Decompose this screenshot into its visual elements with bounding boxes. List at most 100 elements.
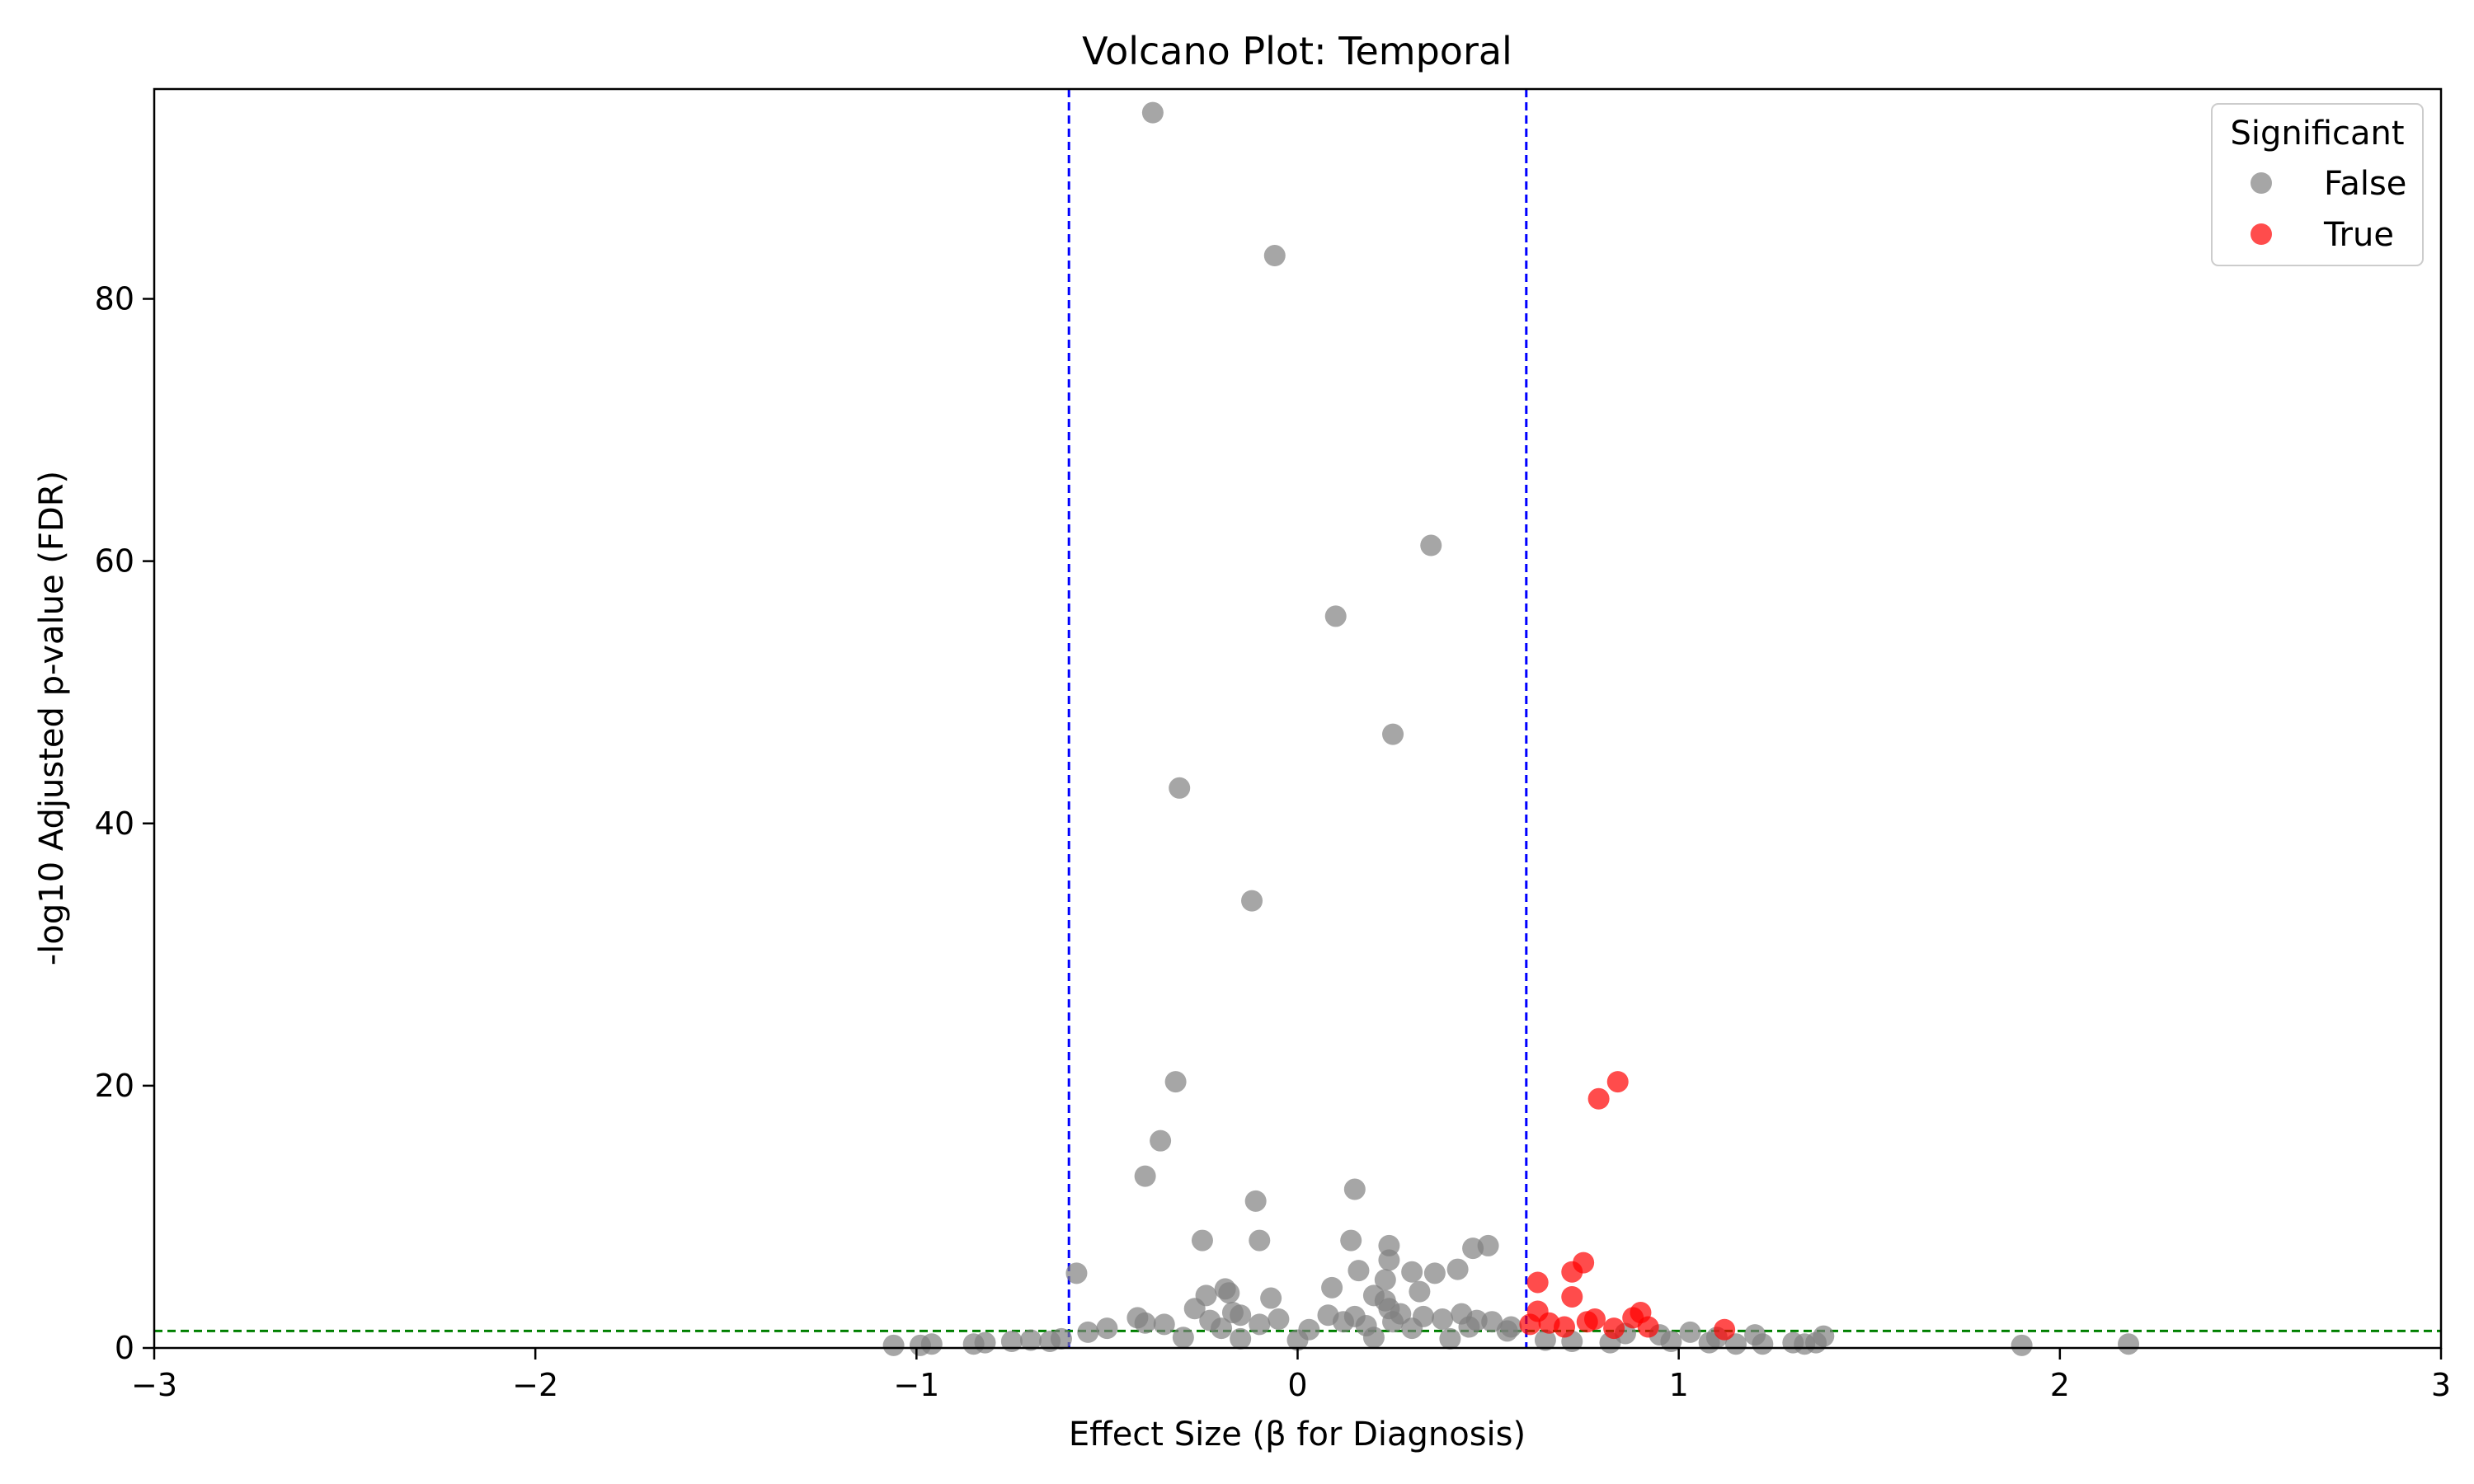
point-false [1268,1308,1290,1331]
point-false [1439,1327,1461,1350]
x-tick-label: 3 [2431,1367,2451,1403]
point-false [1679,1321,1701,1343]
y-axis: 0 20 40 60 80 [95,281,154,1366]
point-false [1150,1129,1172,1152]
x-tick-label: 1 [1669,1367,1689,1403]
point-false [1432,1308,1454,1331]
point-true [1561,1261,1583,1283]
point-true [1606,1071,1629,1093]
point-false [1362,1327,1385,1349]
point-false [1660,1331,1682,1353]
point-false [1348,1260,1370,1282]
point-false [1153,1313,1175,1336]
x-axis: −3 −2 −1 0 1 2 3 [131,1348,2451,1403]
legend-label-false: False [2324,165,2406,203]
point-false [1164,1071,1187,1093]
point-false [1752,1333,1774,1355]
point-false [1260,1287,1282,1309]
point-false [1382,723,1404,745]
point-false [1343,1178,1366,1200]
y-tick-label: 40 [95,805,134,842]
x-tick-label: −1 [893,1367,939,1403]
point-true [1554,1316,1576,1338]
point-true [1576,1311,1598,1333]
point-false [1211,1317,1233,1340]
point-false [1169,777,1191,799]
y-tick-label: 60 [95,543,134,580]
point-false [1374,1269,1396,1291]
point-false [1134,1165,1156,1187]
point-false [1172,1327,1194,1349]
point-false [1263,245,1286,267]
y-tick-label: 0 [115,1330,134,1366]
point-false [882,1334,905,1356]
point-false [1191,1229,1213,1252]
point-false [1096,1317,1118,1340]
legend: Significant False True [2211,103,2424,266]
point-false [2011,1334,2033,1356]
point-false [1340,1229,1362,1252]
point-false [1050,1327,1072,1350]
legend-marker-true [2251,223,2272,245]
point-false [1423,1262,1446,1284]
point-true [1587,1087,1610,1110]
axes-frame [153,87,2443,1350]
y-tick-label: 20 [95,1068,134,1104]
point-false [1446,1258,1469,1280]
point-false [1458,1316,1480,1338]
point-false [1420,534,1442,556]
point-false [1332,1311,1354,1333]
chart-title: Volcano Plot: Temporal [1082,29,1512,73]
point-true [1561,1285,1583,1308]
point-false [1249,1313,1271,1336]
point-false [962,1333,985,1355]
point-false [1249,1229,1271,1252]
x-tick-label: −3 [131,1367,177,1403]
point-false [1183,1298,1206,1320]
point-false [1244,1190,1267,1212]
point-false [1230,1327,1252,1350]
point-false [1241,890,1263,912]
x-tick-label: −2 [512,1367,558,1403]
point-false [1477,1234,1499,1256]
point-false [1000,1331,1023,1353]
point-false [920,1333,943,1355]
point-true [1714,1318,1736,1341]
point-false [1324,605,1347,627]
threshold-lines [154,89,2441,1348]
point-false [1065,1262,1088,1284]
point-true [1603,1317,1625,1340]
point-false [1724,1333,1747,1355]
point-false [1141,101,1164,124]
legend-marker-false [2251,172,2272,194]
point-false [1218,1282,1240,1304]
point-false [1019,1329,1042,1351]
point-false [1401,1261,1423,1283]
point-true [1637,1316,1659,1338]
point-false [1496,1320,1518,1342]
point-false [1230,1304,1252,1327]
point-false [1321,1276,1343,1298]
legend-title: Significant [2230,115,2404,153]
point-false [1534,1329,1556,1351]
y-axis-label: -log10 Adjusted p-value (FDR) [33,471,71,965]
legend-entries: False True [2251,165,2406,254]
point-false [1805,1331,1827,1354]
point-false [1409,1280,1431,1303]
point-false [1378,1249,1400,1271]
x-tick-label: 2 [2050,1367,2070,1403]
point-false [1134,1312,1156,1334]
x-axis-label: Effect Size (β for Diagnosis) [1069,1416,1526,1453]
point-false [1077,1321,1099,1343]
x-tick-label: 0 [1287,1367,1307,1403]
data-points [882,101,2140,1356]
point-false [1286,1329,1309,1351]
plot-area [153,87,2443,1356]
point-false [2118,1333,2140,1355]
point-false [1382,1311,1404,1333]
point-true [1526,1271,1549,1294]
y-tick-label: 80 [95,281,134,317]
point-true [1519,1313,1541,1336]
point-false [1401,1317,1423,1340]
